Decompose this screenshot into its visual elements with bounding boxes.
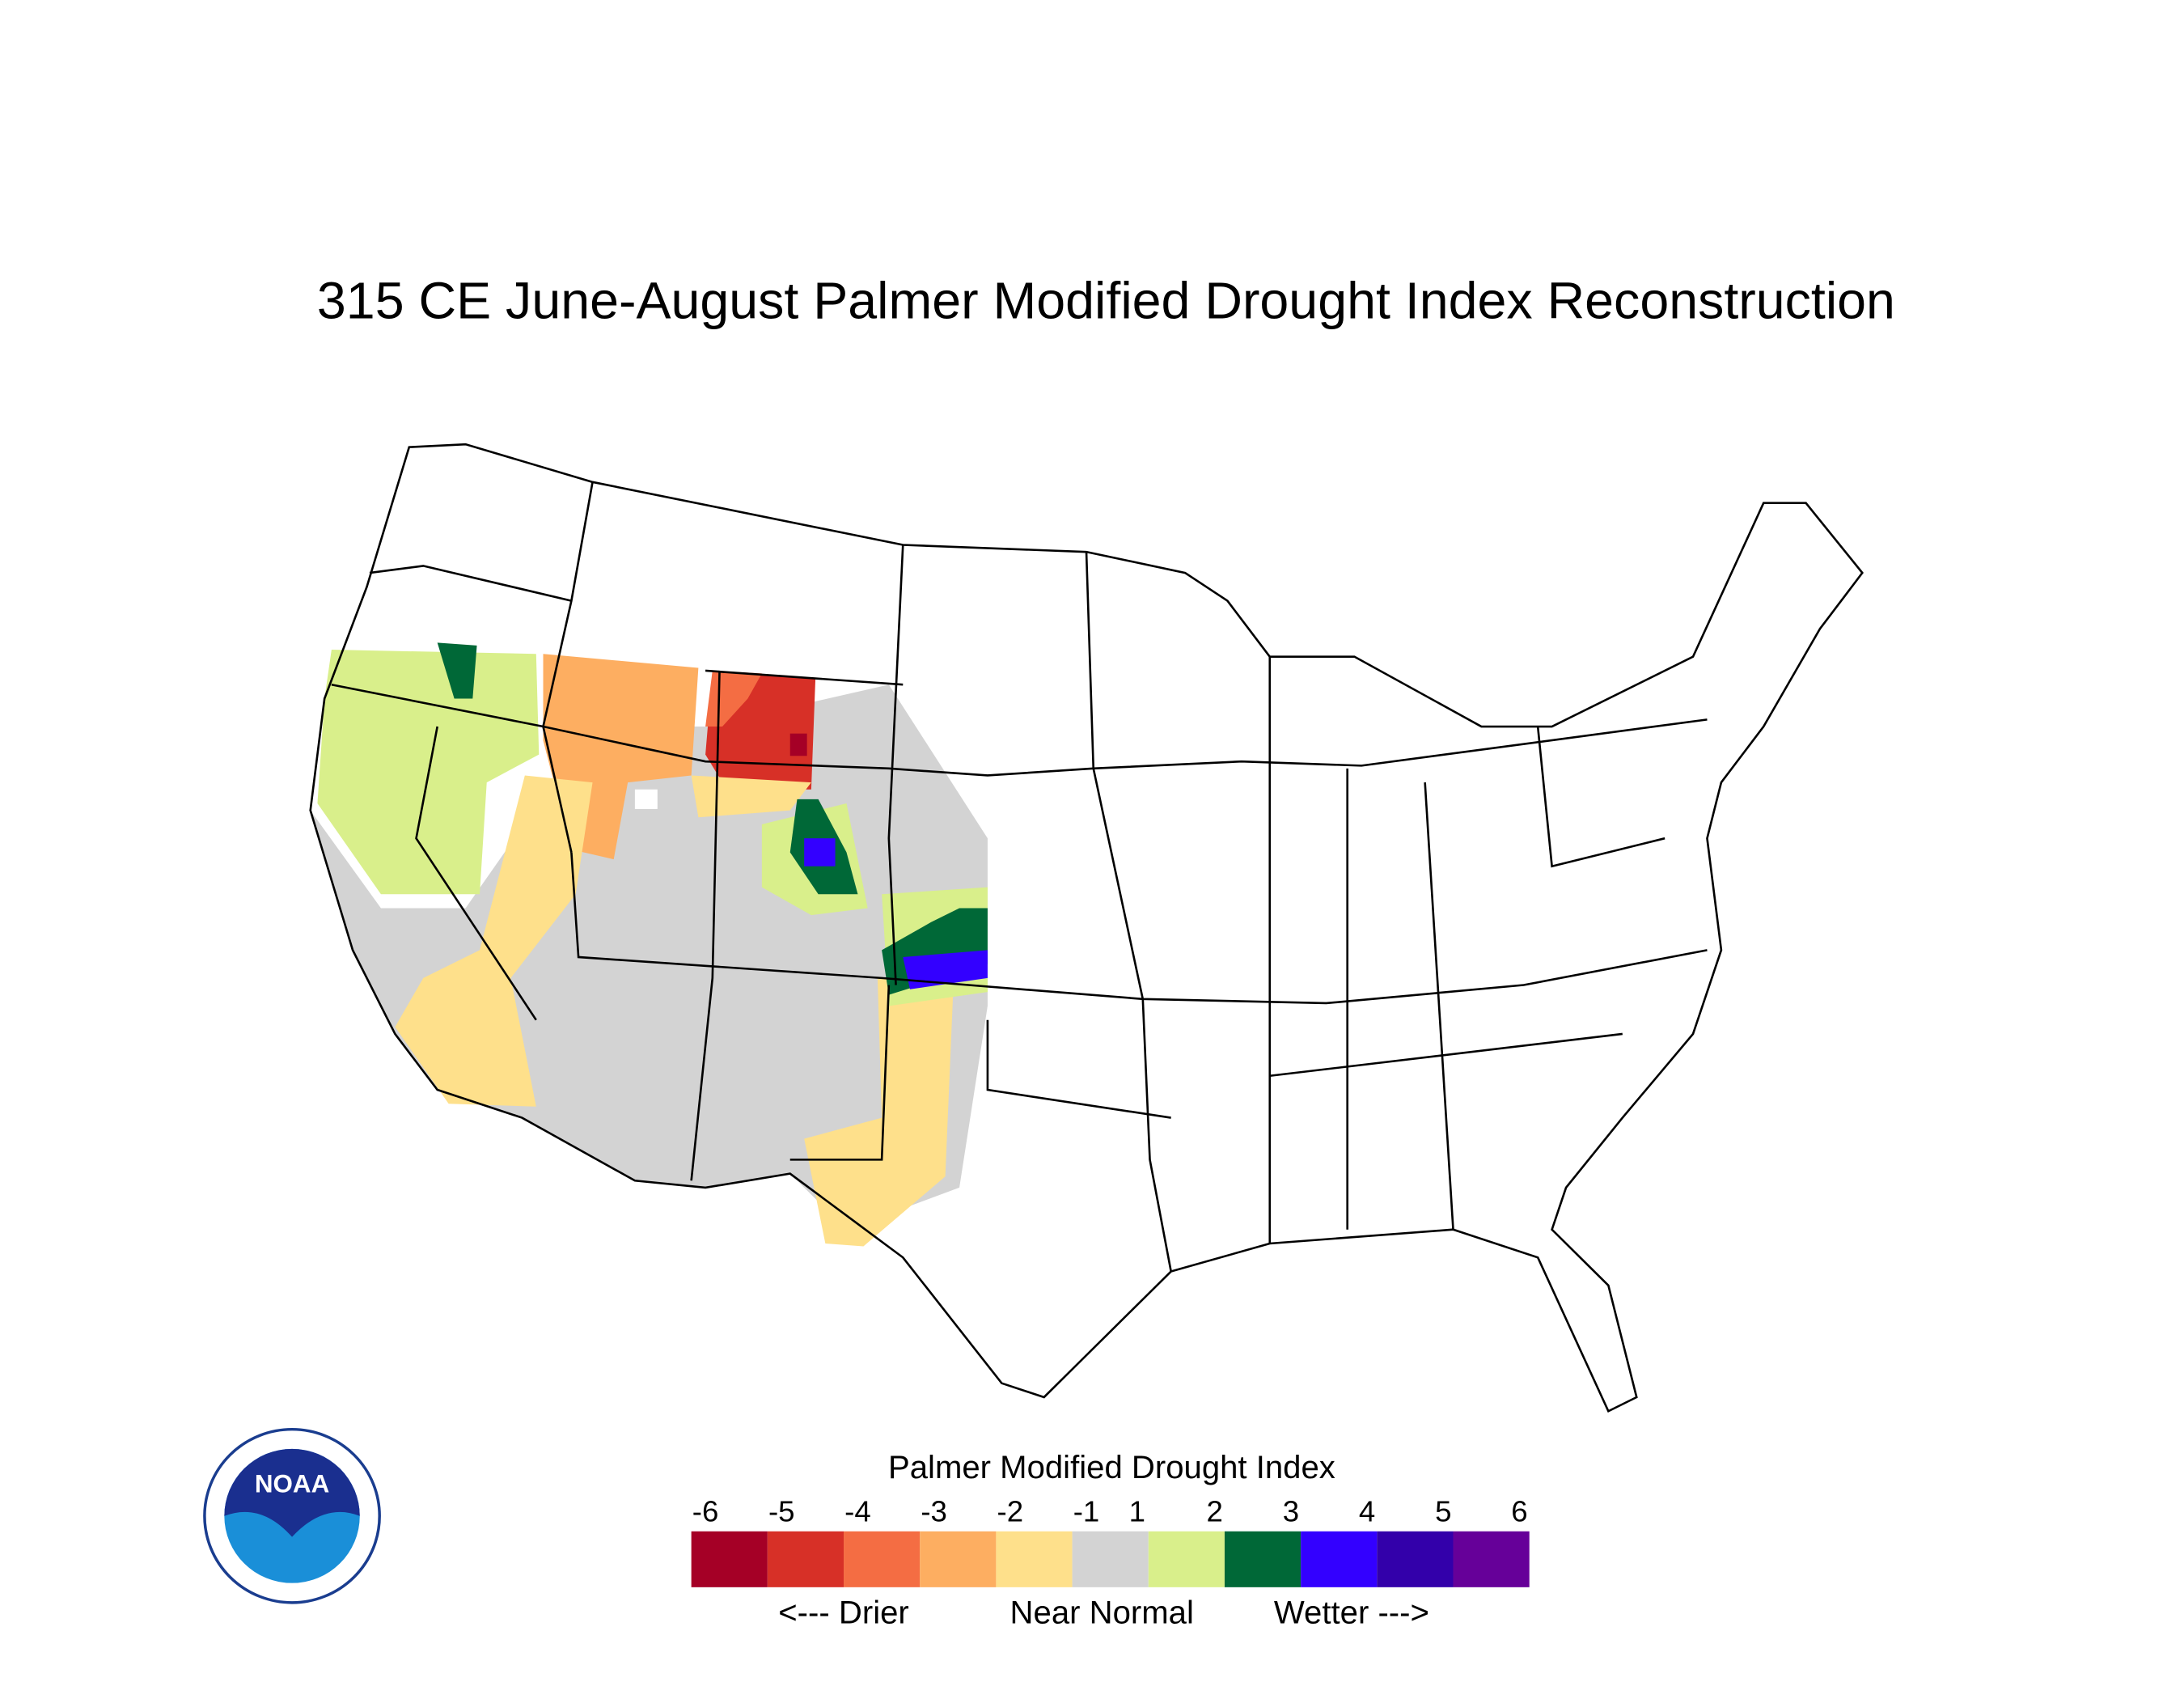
- legend-swatch: [1301, 1531, 1378, 1587]
- legend-label: -4: [844, 1495, 871, 1528]
- legend-label: -2: [997, 1495, 1024, 1528]
- legend-swatch: [844, 1531, 921, 1587]
- legend-label: 1: [1129, 1495, 1145, 1528]
- legend-swatch: [1148, 1531, 1225, 1587]
- drought-field: [310, 642, 988, 1247]
- legend-label: -3: [921, 1495, 947, 1528]
- title: 315 CE June-August Palmer Modified Droug…: [317, 272, 1895, 330]
- legend-label: -1: [1073, 1495, 1100, 1528]
- legend-caption: Near Normal: [1010, 1595, 1194, 1631]
- legend-label: 2: [1207, 1495, 1223, 1528]
- legend-swatch: [767, 1531, 844, 1587]
- legend-swatch: [1377, 1531, 1454, 1587]
- legend-swatch: [691, 1531, 768, 1587]
- legend: -6 -5 -4 -3 -2 -1 1 2 3 4 5 6 <--- Drier Near Normal W…: [691, 1495, 1530, 1631]
- legend-swatch: [1072, 1531, 1149, 1587]
- legend-title: Palmer Modified Drought Index: [888, 1450, 1335, 1485]
- logo-text: NOAA: [255, 1470, 329, 1498]
- legend-caption: Wetter --->: [1274, 1595, 1429, 1631]
- legend-swatch: [996, 1531, 1073, 1587]
- legend-swatch: [920, 1531, 997, 1587]
- legend-label: 3: [1283, 1495, 1299, 1528]
- legend-label: -5: [768, 1495, 795, 1528]
- legend-label: 4: [1359, 1495, 1375, 1528]
- noaa-logo: NOAA: [203, 1427, 381, 1604]
- legend-label: 5: [1435, 1495, 1451, 1528]
- legend-swatch: [1224, 1531, 1302, 1587]
- state-borders: [309, 443, 1864, 1413]
- legend-label: 6: [1511, 1495, 1527, 1528]
- legend-caption: <--- Drier: [778, 1595, 909, 1631]
- legend-label: -6: [692, 1495, 719, 1528]
- legend-swatch: [1453, 1531, 1530, 1587]
